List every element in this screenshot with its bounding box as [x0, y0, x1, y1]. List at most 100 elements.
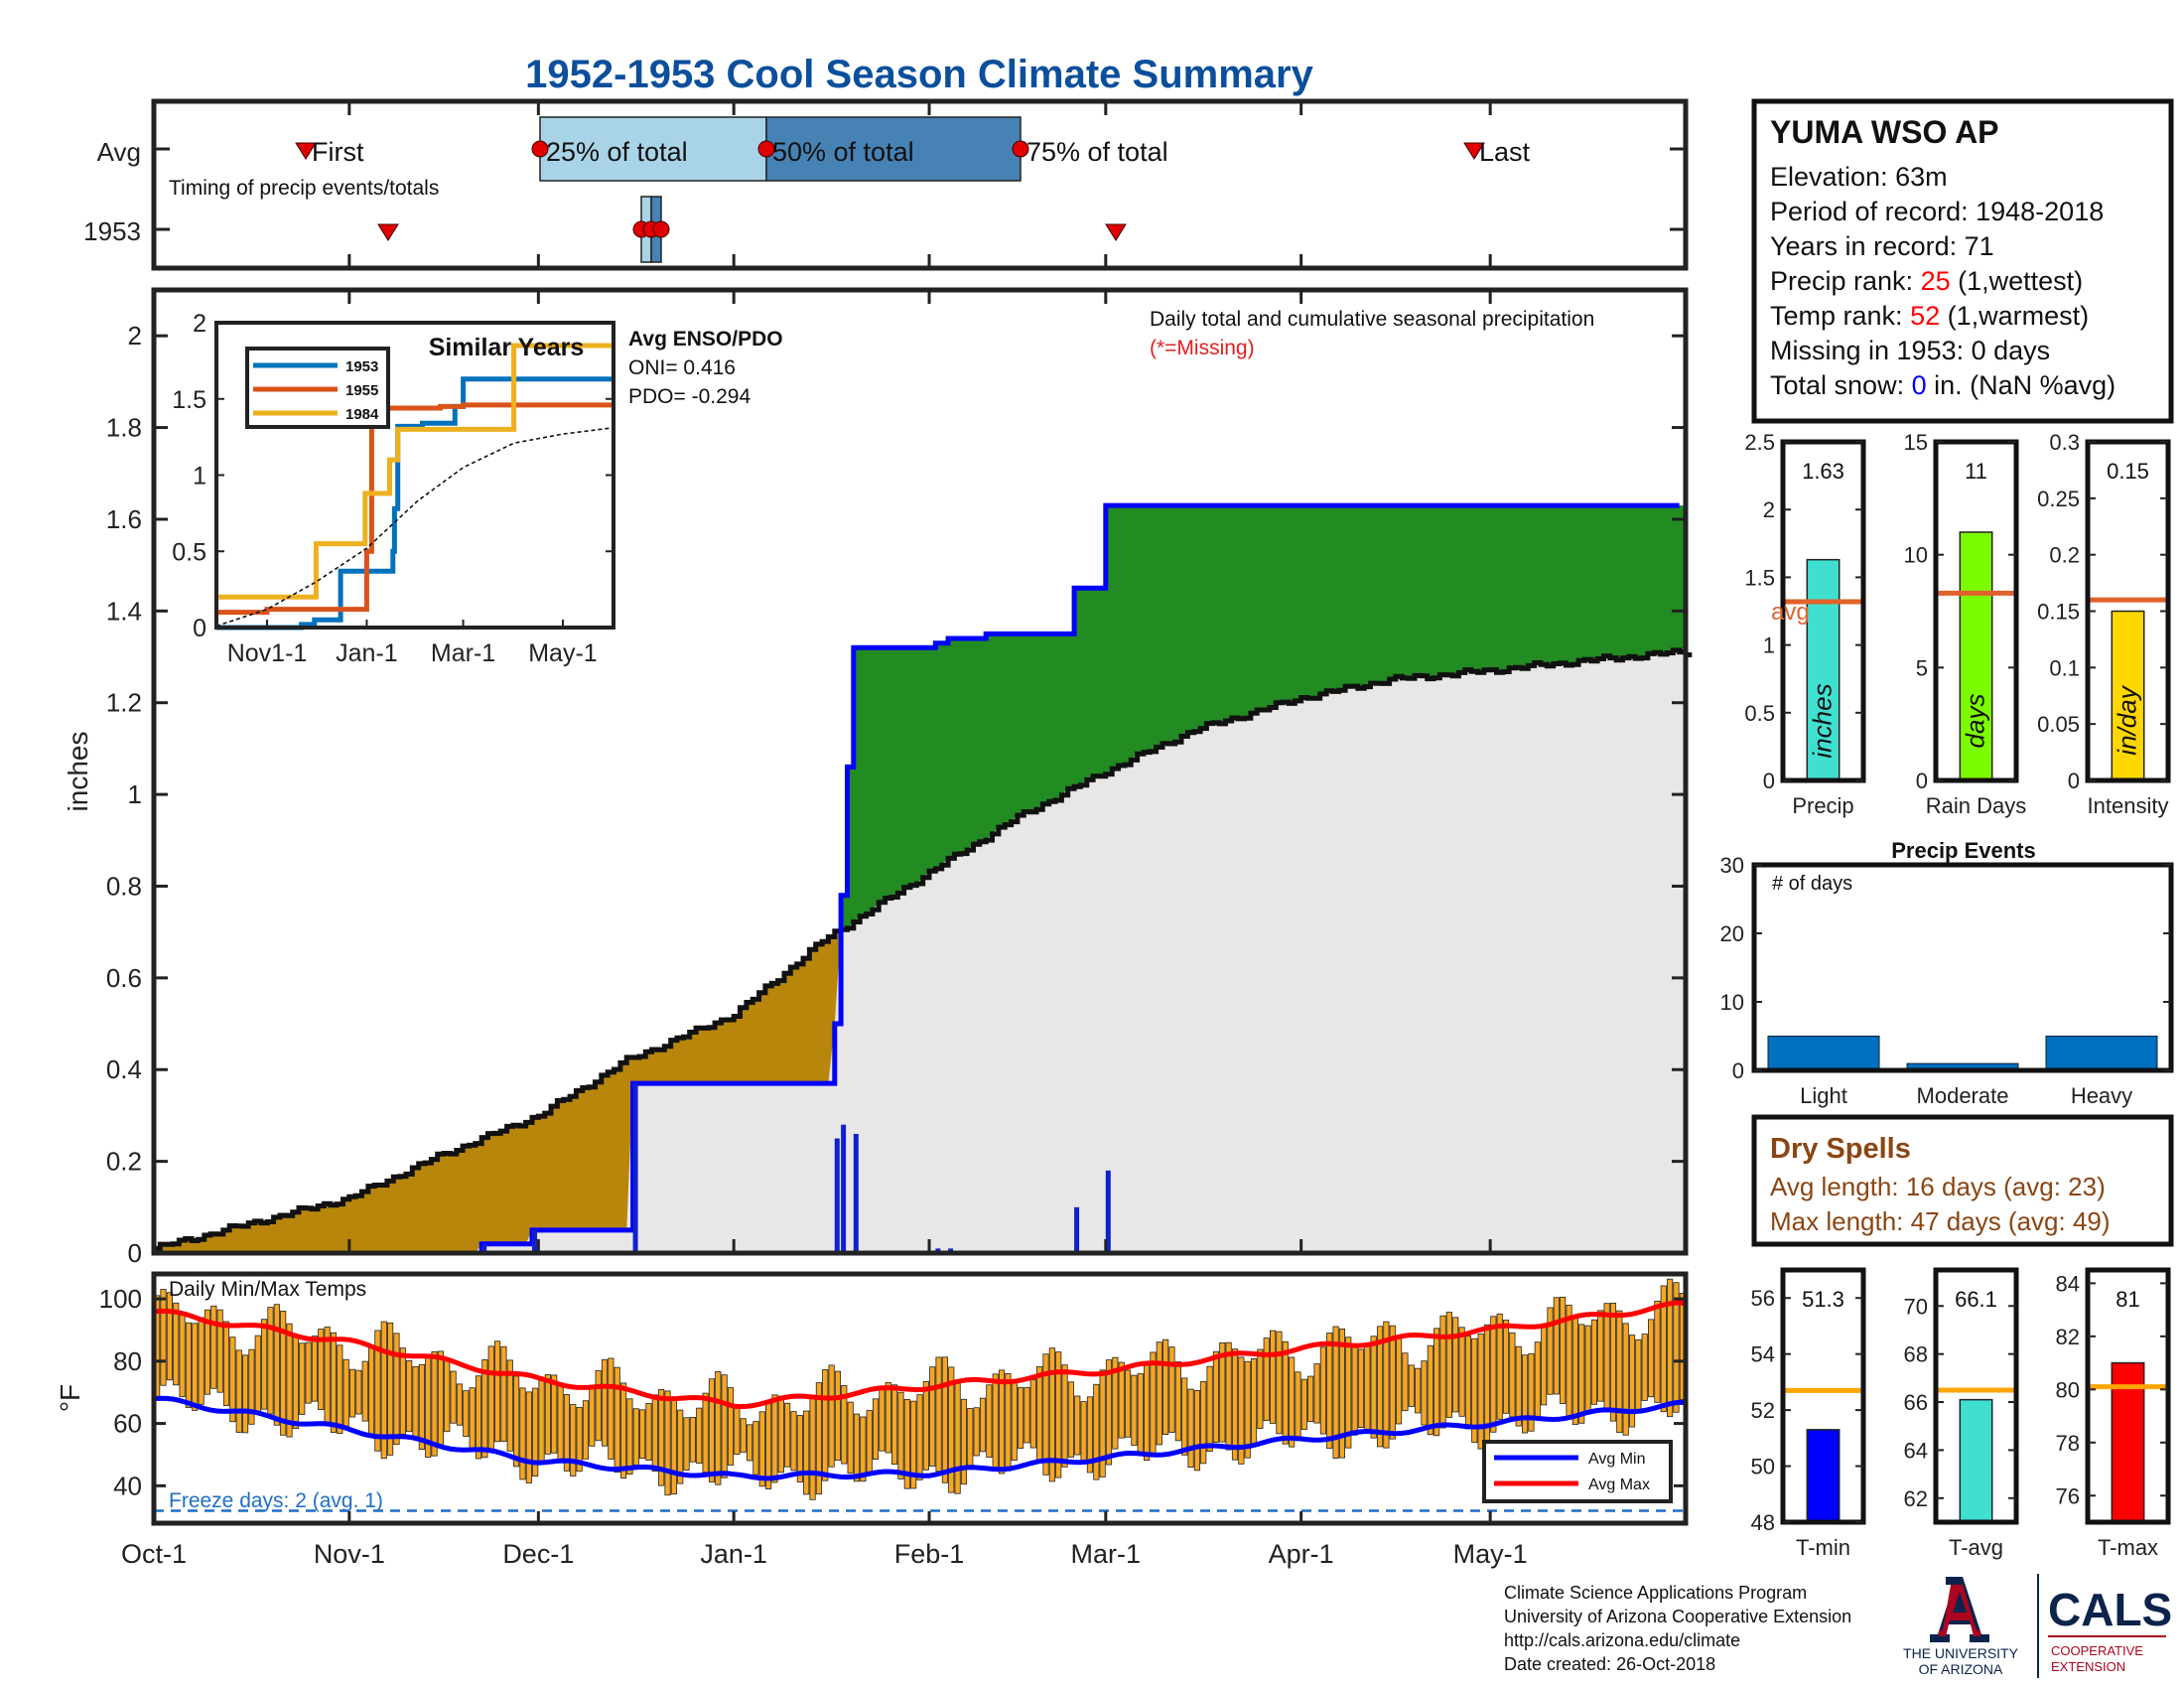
- daily-temp-bar: [658, 1388, 665, 1486]
- daily-temp-bar: [1502, 1320, 1510, 1414]
- daily-temp-bar: [261, 1319, 268, 1410]
- daily-temp-bar: [463, 1390, 470, 1438]
- daily-temp-bar: [608, 1357, 614, 1460]
- daily-temp-bar: [935, 1356, 942, 1473]
- above-average-fill: [1402, 505, 1410, 678]
- above-average-fill: [1534, 505, 1542, 663]
- above-average-fill: [1017, 633, 1024, 816]
- daily-temp-bar: [160, 1289, 167, 1386]
- temp-y-tick-label: 80: [113, 1346, 142, 1376]
- above-average-fill: [1168, 505, 1176, 745]
- precip-events-y-label: # of days: [1772, 873, 1852, 895]
- panel-frame: [1933, 439, 2019, 783]
- below-average-fill: [828, 936, 836, 1084]
- above-average-fill: [1212, 505, 1220, 723]
- daily-temp-bar: [1042, 1353, 1049, 1476]
- below-average-fill: [538, 1116, 546, 1230]
- panel-y-tick-label: 15: [1904, 430, 1928, 455]
- below-average-fill: [204, 1234, 211, 1253]
- above-average-fill: [1590, 505, 1598, 661]
- daily-temp-bar: [204, 1309, 211, 1395]
- precip-y-tick-label: 0.4: [106, 1055, 142, 1084]
- daily-precip-bar: [531, 1229, 537, 1253]
- daily-temp-bar: [1641, 1334, 1648, 1401]
- below-average-fill: [481, 1137, 489, 1244]
- precip-y-tick-label: 0.2: [106, 1147, 142, 1177]
- panel-y-tick-label: 68: [1904, 1342, 1928, 1367]
- precip-y-tick-label: 0.6: [106, 963, 142, 993]
- temperature-summary-panels: 48 50 52 54 56 51.3 T-min 62 64 66 68 70 66.1 T-avg 76…: [1751, 1267, 2171, 1560]
- daily-temp-bar: [1080, 1401, 1087, 1463]
- below-average-fill: [764, 985, 772, 1084]
- daily-temp-bar: [1648, 1319, 1655, 1398]
- daily-temp-bar: [267, 1307, 274, 1415]
- panel-y-tick-label: 10: [1904, 543, 1928, 568]
- above-average-fill: [1250, 505, 1258, 714]
- daily-temp-bar: [254, 1335, 261, 1415]
- daily-temp-bar: [456, 1383, 464, 1426]
- above-average-fill: [1641, 505, 1649, 658]
- daily-temp-bar: [1338, 1328, 1346, 1459]
- above-average-fill: [1445, 505, 1453, 675]
- daily-temp-bar: [1515, 1345, 1522, 1427]
- above-average-fill: [1383, 505, 1391, 684]
- daily-temp-bar: [1396, 1336, 1403, 1425]
- panel-y-tick-label: 0.05: [2037, 712, 2080, 737]
- daily-temp-bar: [538, 1380, 545, 1465]
- daily-temp-bar: [746, 1424, 753, 1462]
- above-average-fill: [1035, 633, 1043, 810]
- above-average-fill: [1061, 633, 1069, 795]
- below-average-fill: [185, 1238, 193, 1253]
- temp-y-tick-label: 40: [113, 1471, 142, 1500]
- station-period: Period of record: 1948-2018: [1770, 197, 2104, 226]
- panel-avg-label: avg: [1771, 599, 1810, 626]
- daily-temp-bar: [1137, 1373, 1144, 1457]
- panel-bar: [1806, 1429, 1841, 1523]
- daily-temp-bar: [734, 1404, 741, 1456]
- below-average-fill: [815, 943, 823, 1084]
- common-precip-area: [154, 649, 1686, 1253]
- daily-temp-bar: [777, 1395, 784, 1474]
- daily-temp-bar: [1313, 1363, 1320, 1424]
- daily-temp-bar: [677, 1409, 684, 1484]
- daily-temp-bar: [1332, 1326, 1339, 1459]
- cumulative-1953-line: [154, 502, 1680, 1256]
- below-average-fill: [696, 1028, 704, 1084]
- below-average-fill: [632, 1057, 640, 1084]
- daily-temp-bar: [361, 1360, 368, 1422]
- below-average-fill: [210, 1233, 218, 1253]
- daily-temp-bar: [998, 1369, 1006, 1475]
- daily-temp-bar: [406, 1360, 413, 1433]
- daily-temp-bar: [1061, 1364, 1068, 1468]
- above-average-fill: [897, 647, 905, 894]
- above-average-fill: [1112, 505, 1120, 770]
- above-average-fill: [1553, 505, 1561, 664]
- above-average-fill: [1528, 505, 1536, 666]
- above-average-fill: [1370, 505, 1378, 684]
- daily-temp-bar: [1509, 1332, 1516, 1418]
- daily-temp-bar: [758, 1411, 765, 1487]
- daily-temp-bar: [815, 1382, 822, 1495]
- daily-temp-bar: [513, 1375, 520, 1468]
- below-average-fill: [822, 941, 830, 1084]
- daily-temp-bar: [576, 1407, 583, 1473]
- daily-temp-bar: [1402, 1352, 1409, 1412]
- above-average-fill: [1351, 505, 1359, 687]
- daily-temp-bar: [1319, 1346, 1326, 1435]
- below-average-fill: [608, 1071, 615, 1230]
- daily-temp-bar: [481, 1359, 488, 1459]
- daily-temp-bar: [860, 1416, 867, 1482]
- above-average-fill: [1439, 505, 1447, 675]
- avg-q2-box: [765, 116, 1022, 182]
- daily-temp-bar: [437, 1350, 444, 1446]
- daily-temp-bar: [192, 1323, 199, 1411]
- above-average-fill: [1502, 505, 1510, 672]
- precip-y-tick-label: 1.6: [106, 504, 142, 534]
- panel-label: T-max: [2098, 1535, 2158, 1560]
- daily-temp-bar: [1547, 1307, 1554, 1395]
- below-average-fill: [450, 1154, 458, 1253]
- date-axis-label: Feb-1: [894, 1539, 965, 1569]
- daily-temp-bar: [348, 1368, 356, 1418]
- above-average-fill: [1295, 505, 1302, 701]
- daily-temp-bar: [387, 1322, 394, 1456]
